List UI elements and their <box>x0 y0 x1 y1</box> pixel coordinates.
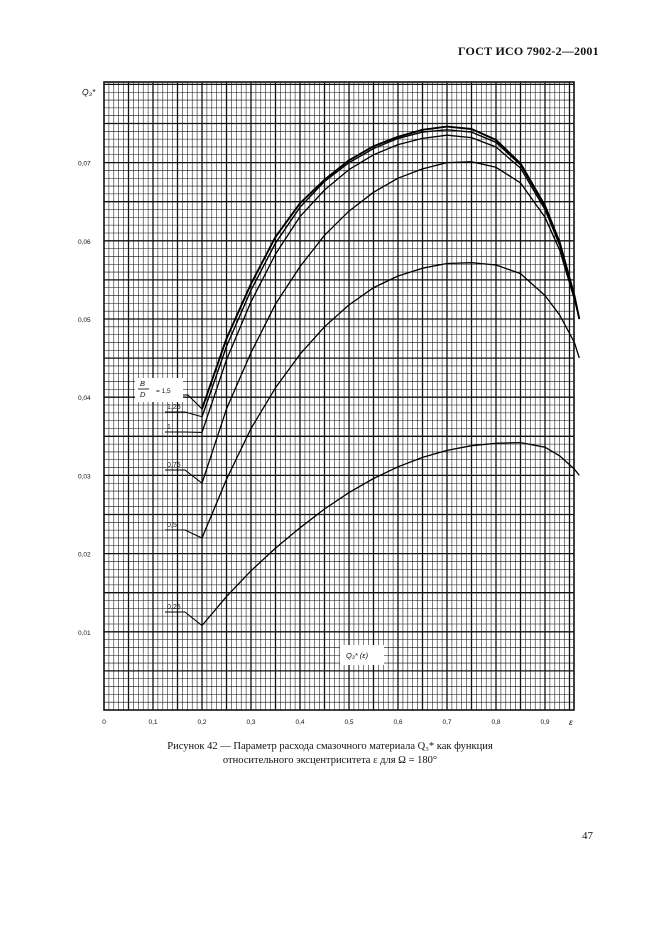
curve-0-25 <box>201 441 580 626</box>
figure-caption-line-2: относительного эксцентриситета ε для Ω =… <box>222 755 438 766</box>
page-number: 47 <box>582 830 593 842</box>
x-tick-label: 0,4 <box>295 719 304 726</box>
x-tick-label: 0,9 <box>540 719 549 726</box>
leader-1-25 <box>165 411 203 418</box>
y-tick-label: 0,04 <box>78 395 91 402</box>
x-tick-label: 0,1 <box>148 719 157 726</box>
leader-0-75 <box>165 469 203 484</box>
series-label: 0,25 <box>167 604 181 611</box>
curve-1 <box>201 134 580 433</box>
y-tick-label: 0,02 <box>78 552 91 559</box>
x-tick-label: 0,7 <box>442 719 451 726</box>
curve-0-75 <box>201 161 580 484</box>
curve-0-5 <box>201 262 580 539</box>
series-label: 0,5 <box>167 522 177 529</box>
annotation-background <box>340 645 384 665</box>
legend-equals: = 1,5 <box>156 388 171 395</box>
x-tick-label: 0,8 <box>491 719 500 726</box>
y-tick-label: 0,07 <box>78 161 91 168</box>
document-header: ГОСТ ИСО 7902-2—2001 <box>458 44 599 58</box>
series-label: 1,25 <box>167 404 181 411</box>
x-tick-label: 0,3 <box>246 719 255 726</box>
leader-0-25 <box>165 611 203 626</box>
legend-denominator: D <box>140 390 146 399</box>
leader-0-5 <box>165 529 203 539</box>
x-tick-label: 0,6 <box>393 719 402 726</box>
y-tick-label: 0,06 <box>78 239 91 246</box>
x-tick-label: 0,5 <box>344 719 353 726</box>
series-label: 1 <box>167 424 171 431</box>
y-tick-label: 0,05 <box>78 317 91 324</box>
y-axis-label: Q₃* <box>82 87 96 97</box>
legend-background <box>135 378 183 402</box>
y-tick-label: 0,01 <box>78 630 91 637</box>
x-axis-label: ε <box>569 717 573 727</box>
series-label: 0,75 <box>167 462 181 469</box>
y-tick-label: 0,03 <box>78 473 91 480</box>
curve-annotation: Q₃* (ε) <box>346 651 369 660</box>
curves <box>201 125 581 626</box>
legend-numerator: B <box>140 379 145 388</box>
labels: 1,25 1 0,75 0,5 0,25 BD = 1,5 Q₃* (ε) 0,01 0,02 0,… <box>78 87 573 727</box>
x-tick-label: 0 <box>102 719 106 726</box>
curve-1-25 <box>201 129 580 418</box>
x-tick-label: 0,2 <box>197 719 206 726</box>
figure-caption-line-1: Рисунок 42 — Параметр расхода смазочного… <box>167 741 493 752</box>
